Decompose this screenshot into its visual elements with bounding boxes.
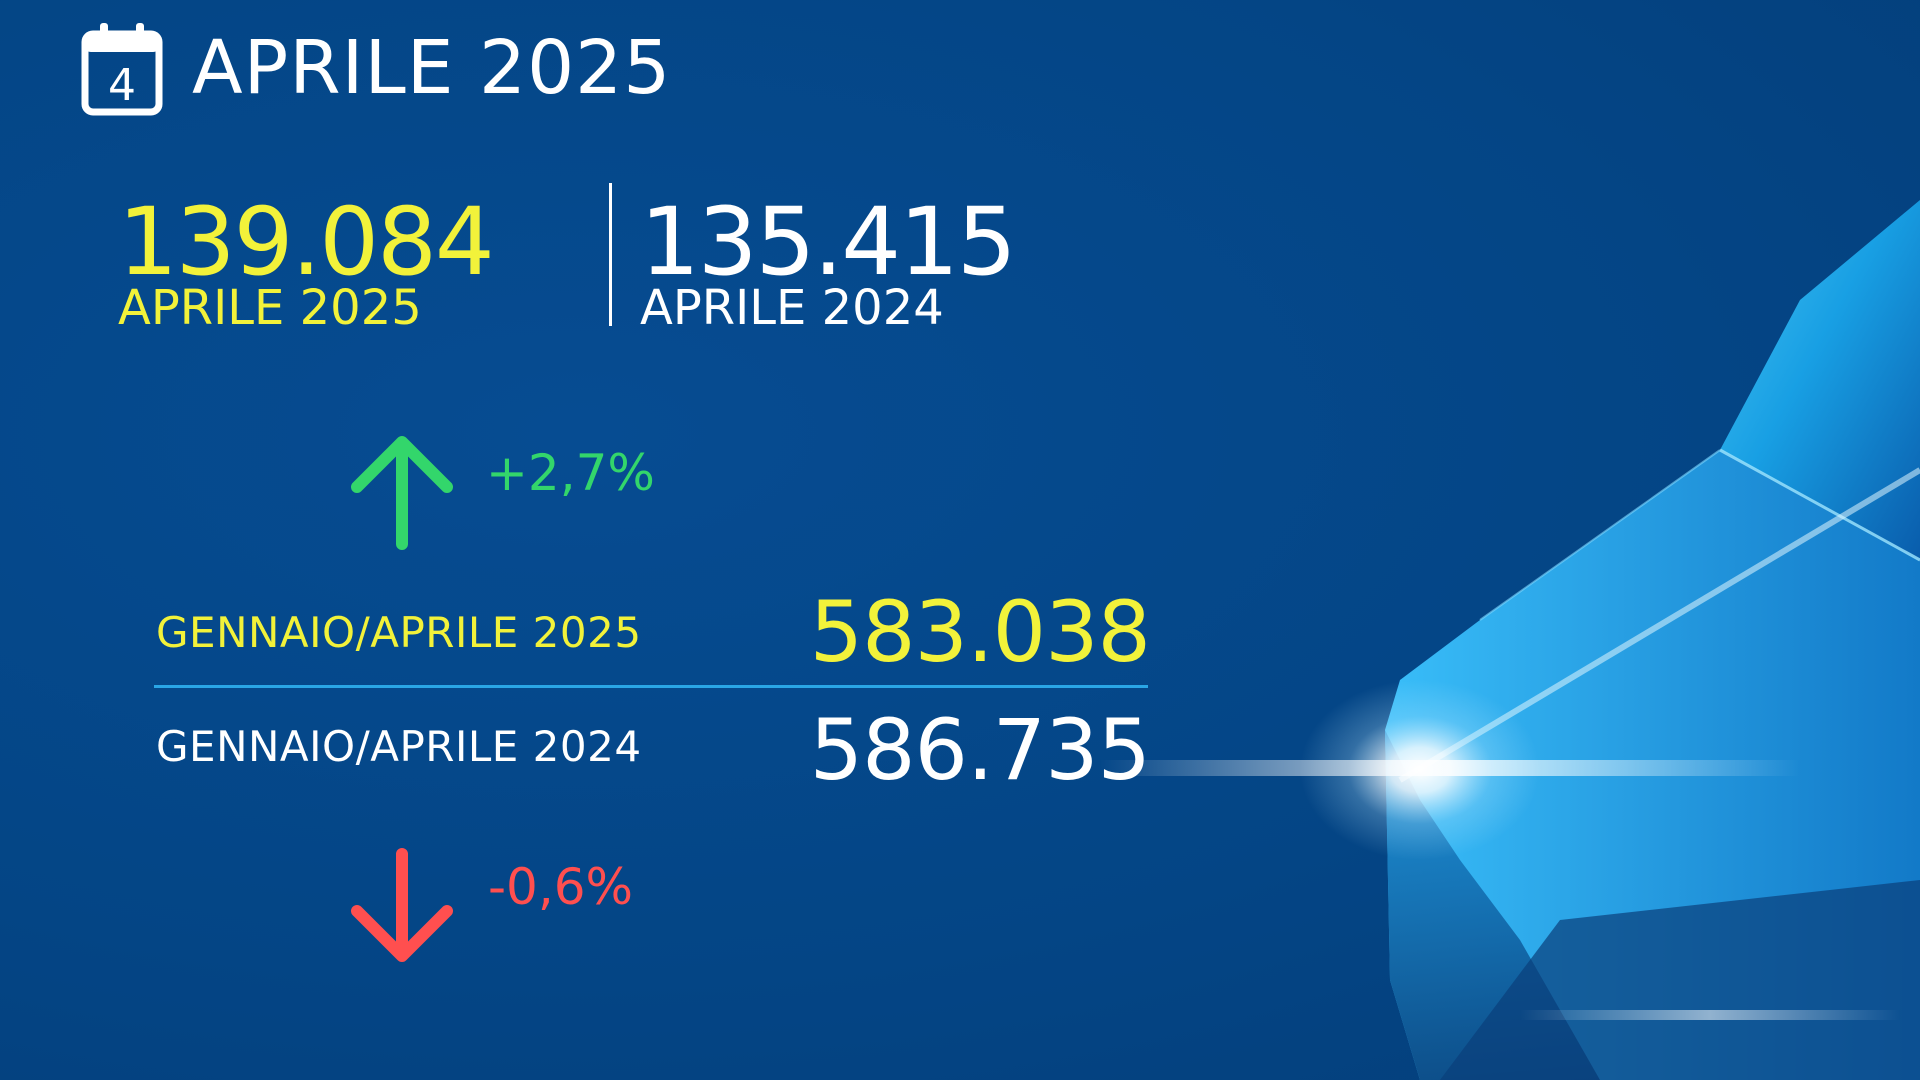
monthly-current-value: 139.084 <box>118 188 495 297</box>
vertical-divider <box>609 183 612 326</box>
ytd-current-label: GENNAIO/APRILE 2025 <box>156 608 642 657</box>
arrow-down-icon <box>351 848 453 962</box>
monthly-current-label: APRILE 2025 <box>118 280 422 336</box>
monthly-previous-stat: 135.415 APRILE 2024 <box>640 188 1017 336</box>
horizontal-divider <box>154 685 1148 688</box>
calendar-day: 4 <box>108 60 136 111</box>
monthly-previous-label: APRILE 2024 <box>640 280 944 336</box>
ytd-previous-label: GENNAIO/APRILE 2024 <box>156 722 642 771</box>
arrow-up-icon <box>351 436 453 550</box>
header: 4 APRILE 2025 <box>80 18 671 118</box>
monthly-change: +2,7% <box>486 444 655 502</box>
calendar-icon: 4 <box>81 23 163 116</box>
ytd-current-value: 583.038 <box>809 583 1151 681</box>
ytd-previous-value: 586.735 <box>809 701 1151 799</box>
monthly-current-stat: 139.084 APRILE 2025 <box>118 188 495 336</box>
page-title: APRILE 2025 <box>192 25 672 111</box>
monthly-previous-value: 135.415 <box>640 188 1017 297</box>
ytd-change: -0,6% <box>488 858 634 916</box>
